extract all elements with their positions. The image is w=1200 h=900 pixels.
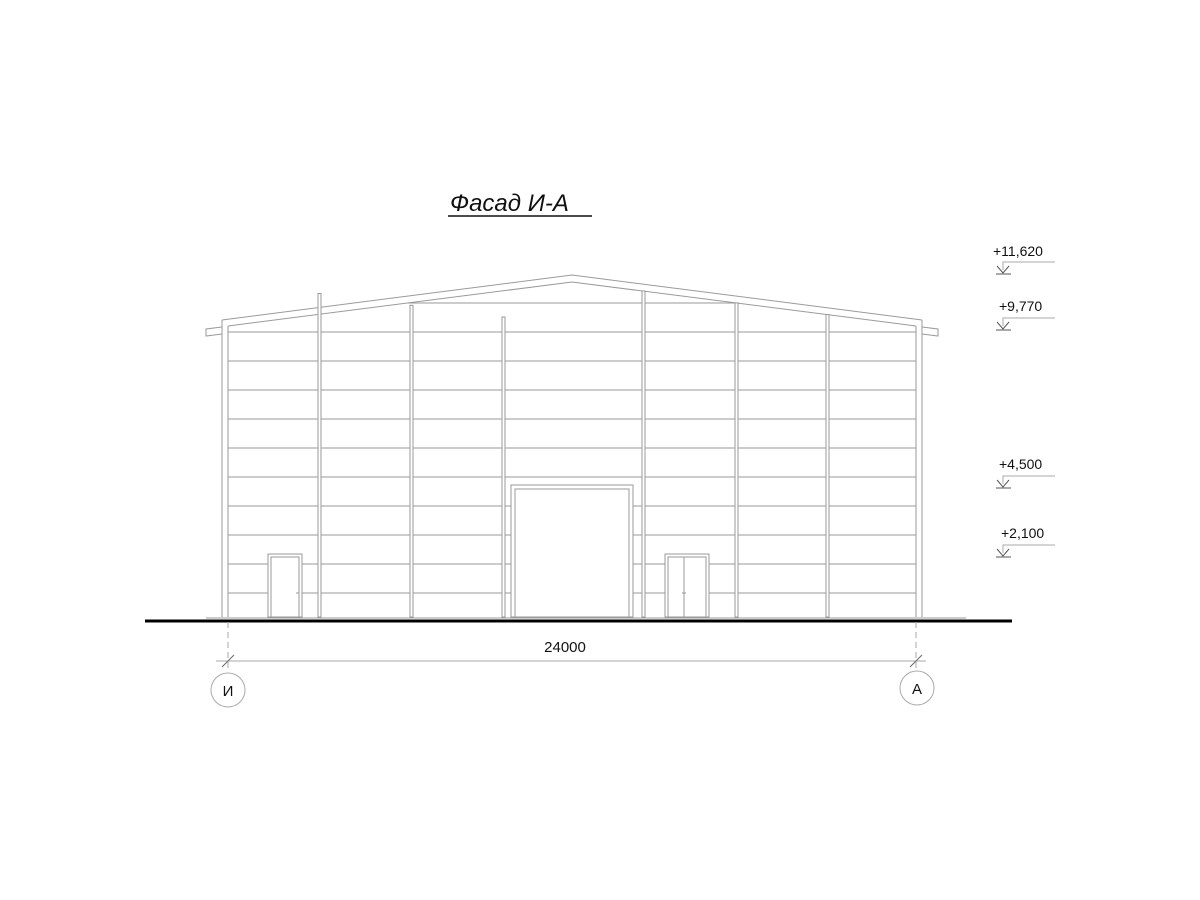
column (501, 316, 506, 618)
elevation-leader (1002, 475, 1055, 484)
elevation-triangle-icon (996, 548, 1010, 557)
roof-inner-line (227, 281, 917, 327)
axis-label-right: А (912, 681, 922, 698)
elevation-leader (1002, 317, 1055, 326)
elevation-label: +4,500 (999, 456, 1042, 472)
elevation-leader (1002, 544, 1055, 553)
dimension-line (216, 622, 926, 672)
dimension-label: 24000 (544, 639, 586, 656)
elevation-leader (1002, 261, 1055, 270)
elevation-triangle-icon (996, 479, 1010, 488)
column (641, 290, 646, 618)
door-left-leaf (270, 556, 300, 618)
roof-outer-line (221, 274, 923, 321)
gate-leaf (514, 488, 630, 618)
elevation-triangle-icon (996, 265, 1010, 274)
elevation-label: +9,770 (999, 298, 1042, 314)
roof-overhang-left (205, 326, 223, 337)
axis-marker-right (899, 670, 935, 706)
elevation-marks: +11,620 +9,770 +4,500 +2,100 (993, 243, 1055, 558)
roof-overhang-right (921, 326, 939, 337)
column (825, 313, 830, 618)
elevation-label: +11,620 (993, 243, 1043, 259)
axis-label-left: И (223, 683, 234, 700)
door-right-leaf (667, 556, 707, 618)
column (734, 302, 739, 618)
column (409, 304, 414, 618)
elevation-label: +2,100 (1001, 525, 1044, 541)
drawing-title: Фасад И-А (450, 190, 569, 217)
building-facade (205, 274, 966, 619)
column (317, 293, 322, 618)
axis-marker-left (210, 672, 246, 708)
elevation-triangle-icon (996, 321, 1010, 330)
